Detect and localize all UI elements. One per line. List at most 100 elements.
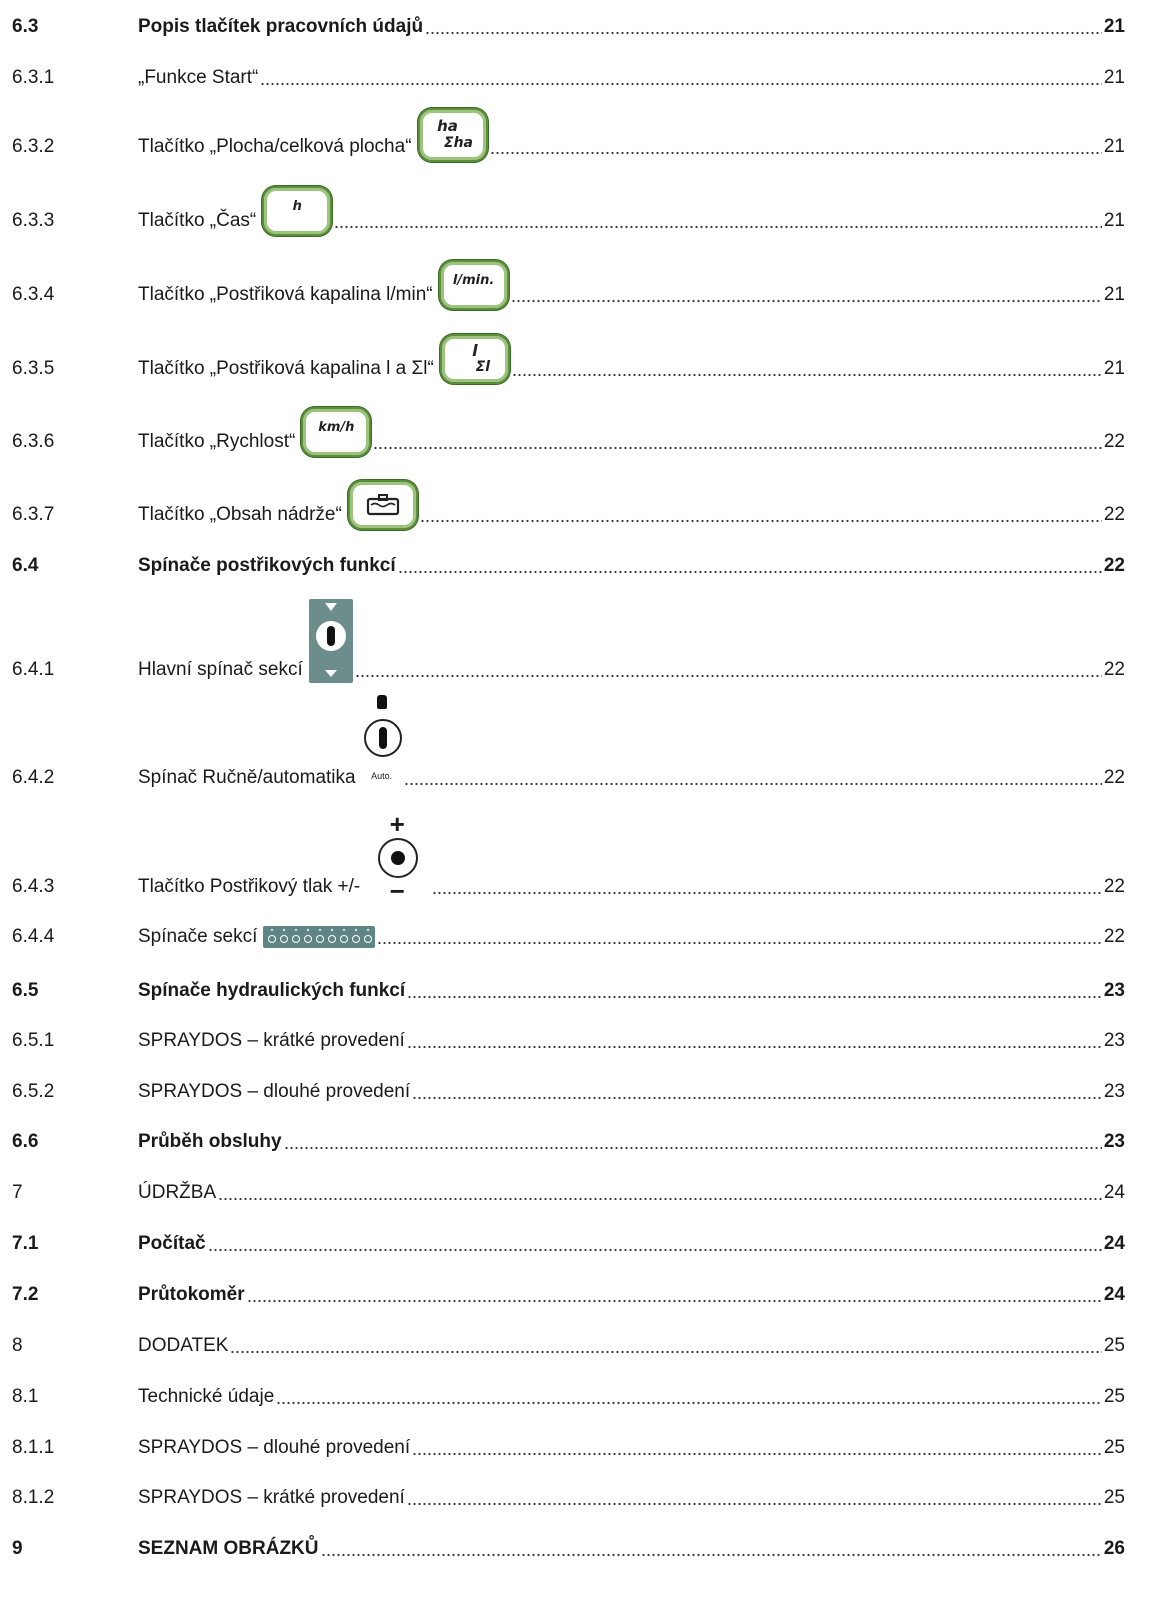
dot-leader: [276, 1401, 1102, 1405]
toc-number: 8.1.1: [12, 1437, 55, 1458]
dot-leader: [432, 891, 1102, 895]
toc-number: 6.4.1: [12, 659, 55, 680]
dot-leader: [260, 82, 1102, 86]
dot-leader: [230, 1350, 1102, 1354]
toc-number: 8.1: [12, 1386, 39, 1407]
toc-title: Průběh obsluhy: [138, 1131, 282, 1152]
toc-entry[interactable]: 8 DODATEK 25: [0, 1335, 1149, 1357]
toc-title: Tlačítko „Obsah nádrže“: [138, 504, 342, 525]
toc-entry[interactable]: 6.3.4 Tlačítko „Postřiková kapalina l/mi…: [0, 260, 1149, 310]
toc-page-number: 25: [1103, 1335, 1125, 1356]
toc-page-number: 22: [1103, 926, 1125, 947]
toggle-knob-icon: [363, 719, 402, 757]
toc-page-number: 22: [1103, 504, 1125, 525]
toc-title: Spínače sekcí: [138, 926, 258, 947]
key-label: ha: [437, 117, 458, 135]
toc-entry[interactable]: 6.4.3 Tlačítko Postřikový tlak +/- + − 2…: [0, 811, 1149, 904]
toc-entry[interactable]: 7.1 Počítač 24: [0, 1233, 1149, 1255]
dot-leader: [397, 570, 1102, 574]
toc-entry[interactable]: 6.3.1 „Funkce Start“ 21: [0, 67, 1149, 89]
minus-icon: −: [389, 876, 405, 906]
toc-title: Počítač: [138, 1233, 206, 1254]
dot-leader: [320, 1553, 1102, 1557]
dot-leader: [511, 373, 1102, 377]
toc-entry[interactable]: 6.3.7 Tlačítko „Obsah nádrže“ 22: [0, 480, 1149, 530]
toc-entry[interactable]: 6.4 Spínače postřikových funkcí 22: [0, 555, 1149, 577]
toc-entry[interactable]: 6.5.1 SPRAYDOS – krátké provedení 23: [0, 1030, 1149, 1052]
toc-entry[interactable]: 6.3.2 Tlačítko „Plocha/celková plocha“ h…: [0, 108, 1149, 162]
toc-number: 6.5: [12, 980, 39, 1001]
toc-title: SPRAYDOS – krátké provedení: [138, 1030, 405, 1051]
toc-entry[interactable]: 6.3.5 Tlačítko „Postřiková kapalina l a …: [0, 334, 1149, 384]
toc-page-number: 23: [1103, 1081, 1125, 1102]
plus-icon: +: [389, 809, 405, 839]
speed-key-icon: km/h: [301, 407, 372, 457]
toc-entry[interactable]: 6.3.3 Tlačítko „Čas“ h 21: [0, 186, 1149, 236]
toc-page-number: 24: [1103, 1284, 1125, 1305]
toc-title: ÚDRŽBA: [138, 1182, 217, 1203]
toc-page-number: 23: [1103, 1030, 1125, 1051]
toc-title: Tlačítko Postřikový tlak +/-: [138, 876, 361, 897]
dot-leader: [419, 519, 1102, 523]
toc-page-number: 21: [1103, 67, 1125, 88]
toc-number: 6.4.2: [12, 767, 55, 788]
toc-entry[interactable]: 8.1.2 SPRAYDOS – krátké provedení 25: [0, 1487, 1149, 1509]
toc-entry[interactable]: 6.5 Spínače hydraulických funkcí 23: [0, 980, 1149, 1002]
toc-entry[interactable]: 6.4.1 Hlavní spínač sekcí 22: [0, 599, 1149, 683]
toc-number: 6.5.2: [12, 1081, 55, 1102]
toc-entry[interactable]: 7 ÚDRŽBA 24: [0, 1182, 1149, 1204]
toc-number: 6.3: [12, 16, 39, 37]
dot-leader: [489, 151, 1102, 155]
dot-leader: [218, 1197, 1102, 1201]
toc-number: 6.5.1: [12, 1030, 55, 1051]
key-label: l: [472, 341, 478, 360]
dot-leader: [510, 299, 1102, 303]
dot-leader: [407, 995, 1102, 999]
pressure-switch-icon: + −: [374, 809, 420, 906]
push-button-icon: [378, 838, 419, 878]
tank-icon: [366, 494, 399, 516]
toc-page-number: 21: [1103, 16, 1125, 37]
toc-entry[interactable]: 8.1.1 SPRAYDOS – dlouhé provedení 25: [0, 1437, 1149, 1459]
toc-number: 7.2: [12, 1284, 39, 1305]
toc-number: 6.3.5: [12, 358, 55, 379]
toggle-knob-icon: [315, 621, 346, 651]
toc-page-number: 21: [1103, 210, 1125, 231]
toc-number: 6.3.2: [12, 136, 55, 157]
arrow-up-icon: [324, 603, 337, 611]
toc-page-number: 23: [1103, 980, 1125, 1001]
toc-page-number: 24: [1103, 1182, 1125, 1203]
hand-icon: [376, 695, 387, 709]
toc-entry[interactable]: 7.2 Průtokoměr 24: [0, 1284, 1149, 1306]
dot-leader: [283, 1146, 1102, 1150]
liquid-volume-key-icon: l Σl: [439, 334, 510, 384]
toc-title: Hlavní spínač sekcí: [138, 659, 303, 680]
toc-entry[interactable]: 6.4.4 Spínače sekcí 22: [0, 926, 1149, 948]
toc-entry[interactable]: 6.5.2 SPRAYDOS – dlouhé provedení 23: [0, 1081, 1149, 1103]
arrow-down-icon: [324, 670, 337, 677]
toc-entry[interactable]: 6.3.6 Tlačítko „Rychlost“ km/h 22: [0, 407, 1149, 457]
dot-leader: [334, 225, 1102, 229]
toc-page-number: 23: [1103, 1131, 1125, 1152]
tank-key-icon: [347, 480, 418, 530]
toc-title: Průtokoměr: [138, 1284, 245, 1305]
toc-number: 8: [12, 1335, 23, 1356]
toc-page-number: 24: [1103, 1233, 1125, 1254]
toc-page-number: 25: [1103, 1386, 1125, 1407]
toc-entry[interactable]: 6.4.2 Spínač Ručně/automatika Auto. 22: [0, 695, 1149, 789]
key-label: l/min.: [452, 273, 495, 288]
toc-page-number: 22: [1103, 767, 1125, 788]
toc-page-number: 25: [1103, 1487, 1125, 1508]
toc-entry[interactable]: 6.6 Průběh obsluhy 23: [0, 1131, 1149, 1153]
dot-leader: [406, 1502, 1102, 1506]
toc-number: 9: [12, 1538, 23, 1559]
toc-entry[interactable]: 8.1 Technické údaje 25: [0, 1386, 1149, 1408]
dot-leader: [377, 941, 1102, 945]
dot-leader: [246, 1299, 1102, 1303]
toc-page-number: 21: [1103, 136, 1125, 157]
toc-entry[interactable]: 9 SEZNAM OBRÁZKŮ 26: [0, 1538, 1149, 1560]
toc-title: DODATEK: [138, 1335, 229, 1356]
toc-page-number: 21: [1103, 358, 1125, 379]
toc-entry[interactable]: 6.3 Popis tlačítek pracovních údajů 21: [0, 16, 1149, 38]
